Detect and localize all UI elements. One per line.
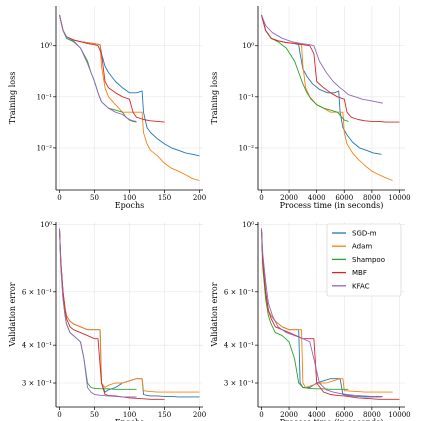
series-line-shampoo xyxy=(261,228,349,390)
x-tick-label: 100 xyxy=(123,194,136,202)
legend-label-adam: Adam xyxy=(352,243,372,251)
x-axis-label: Process time (in seconds) xyxy=(280,201,384,210)
x-tick-label: 2000 xyxy=(280,194,298,202)
y-tick-label: 4 × 10⁻¹ xyxy=(224,342,254,350)
series-line-sgd-m xyxy=(261,14,382,155)
y-tick-label: 3 × 10⁻¹ xyxy=(22,380,52,388)
series-line-shampoo xyxy=(261,14,349,122)
x-tick-label: 0 xyxy=(259,411,263,419)
x-tick-label: 8000 xyxy=(363,194,381,202)
y-tick-label: 10⁻² xyxy=(37,144,53,152)
y-tick-label: 4 × 10⁻¹ xyxy=(22,342,52,350)
legend-label-shampoo: Shampoo xyxy=(352,256,385,264)
series-line-mbf xyxy=(59,228,165,400)
y-tick-label: 6 × 10⁻¹ xyxy=(22,288,52,296)
series-line-shampoo xyxy=(59,14,137,123)
series-line-shampoo xyxy=(59,228,137,390)
y-axis-label: Training loss xyxy=(210,72,219,125)
x-tick-label: 4000 xyxy=(308,194,326,202)
x-axis-label: Epochs xyxy=(115,418,145,421)
x-tick-label: 2000 xyxy=(280,411,298,419)
x-tick-label: 6000 xyxy=(335,411,353,419)
y-axis-label: Validation error xyxy=(210,282,219,347)
series-line-mbf xyxy=(261,14,400,123)
y-tick-label: 3 × 10⁻¹ xyxy=(224,380,254,388)
series-line-adam xyxy=(59,228,200,393)
x-tick-label: 150 xyxy=(158,411,171,419)
panel-3: 0 50 100 150 200 10⁰ 6 × 10⁻¹ 4 × 10⁻¹ 3 × 10⁻¹ E… xyxy=(8,221,206,421)
x-tick-label: 150 xyxy=(158,194,171,202)
x-tick-label: 8000 xyxy=(363,411,381,419)
x-tick-label: 0 xyxy=(259,194,263,202)
y-tick-label: 10⁰ xyxy=(242,42,254,50)
series-line-kfac xyxy=(261,228,383,397)
x-tick-label: 4000 xyxy=(308,411,326,419)
legend-label-mbf: MBF xyxy=(352,269,367,277)
series-line-adam xyxy=(261,14,393,181)
panel-4: 0 2000 4000 6000 8000 10000 10⁰ 6 × 10⁻¹ 4 × 10⁻… xyxy=(210,221,411,421)
legend: SGD-m Adam Shampoo MBF KFAC xyxy=(326,223,402,297)
x-tick-label: 6000 xyxy=(335,194,353,202)
series-line-mbf xyxy=(59,14,165,123)
legend-box xyxy=(326,223,402,297)
series-line-kfac xyxy=(261,14,383,104)
x-tick-label: 10000 xyxy=(388,194,410,202)
legend-label-kfac: KFAC xyxy=(352,282,370,290)
y-tick-label: 10⁰ xyxy=(40,221,52,229)
x-tick-label: 200 xyxy=(193,194,206,202)
series-line-kfac xyxy=(59,14,137,122)
x-axis-label: Epochs xyxy=(115,201,145,210)
y-tick-label: 10⁻¹ xyxy=(239,93,255,101)
y-tick-label: 10⁻¹ xyxy=(37,93,53,101)
x-tick-label: 0 xyxy=(57,411,61,419)
x-axis-label: Process time (in seconds) xyxy=(280,418,384,421)
series-line-kfac xyxy=(59,228,137,398)
series-line-adam xyxy=(261,228,393,393)
x-tick-label: 10000 xyxy=(388,411,410,419)
x-tick-label: 200 xyxy=(193,411,206,419)
x-tick-label: 0 xyxy=(57,194,61,202)
x-tick-label: 50 xyxy=(90,411,99,419)
y-tick-label: 10⁻² xyxy=(239,144,255,152)
series-line-mbf xyxy=(261,228,400,400)
y-axis-label: Validation error xyxy=(8,282,17,347)
x-tick-label: 100 xyxy=(123,411,136,419)
y-axis-label: Training loss xyxy=(8,72,17,125)
legend-label-sgd-m: SGD-m xyxy=(352,230,377,238)
x-tick-label: 50 xyxy=(90,194,99,202)
panel-1: 0 50 100 150 200 10⁰ 10⁻¹ 10⁻² Epochs Training lo… xyxy=(8,6,206,210)
y-tick-label: 10⁰ xyxy=(40,42,52,50)
y-tick-label: 6 × 10⁻¹ xyxy=(224,288,254,296)
panel-2: 0 2000 4000 6000 8000 10000 10⁰ 10⁻¹ 10⁻² Process… xyxy=(210,6,411,210)
y-tick-label: 10⁰ xyxy=(242,221,254,229)
